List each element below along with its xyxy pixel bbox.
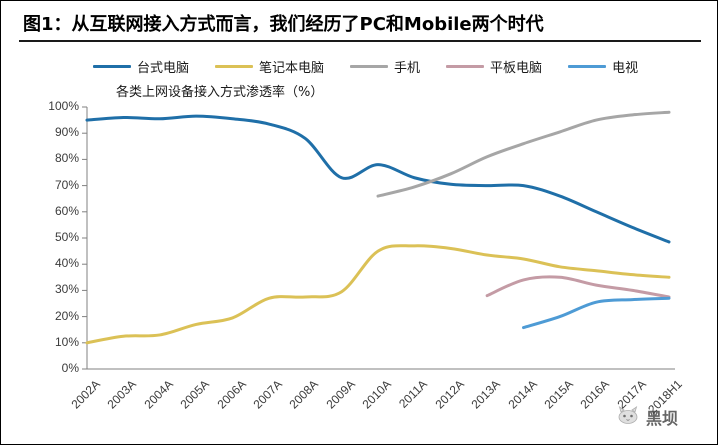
legend-swatch-desktop xyxy=(93,65,131,68)
legend-swatch-tablet xyxy=(446,65,485,68)
series-line-台式电脑 xyxy=(85,114,671,244)
series-line-电视 xyxy=(522,296,671,330)
legend-label-mobile: 手机 xyxy=(394,61,421,76)
legend-swatch-mobile xyxy=(350,65,389,68)
legend-item-tablet[interactable]: 平板电脑 xyxy=(446,57,542,76)
title-bar: 图1：从互联网接入方式而言，我们经历了PC和Mobile两个时代 xyxy=(1,1,718,45)
series-line-平板电脑 xyxy=(485,275,671,299)
series-line-笔记本电脑 xyxy=(85,244,671,345)
chart-subtitle: 各类上网设备接入方式渗透率（%） xyxy=(116,85,324,100)
legend-item-laptop[interactable]: 笔记本电脑 xyxy=(215,57,324,76)
legend-item-mobile[interactable]: 手机 xyxy=(350,57,420,76)
watermark-text: 黑坝 xyxy=(646,409,679,428)
legend-label-tablet: 平板电脑 xyxy=(490,61,543,76)
legend-label-laptop: 笔记本电脑 xyxy=(259,61,325,76)
legend-label-tv: 电视 xyxy=(612,61,639,76)
legend-item-tv[interactable]: 电视 xyxy=(568,57,638,76)
legend-label-desktop: 台式电脑 xyxy=(137,61,190,76)
title-divider xyxy=(19,40,701,42)
legend-swatch-laptop xyxy=(215,65,254,68)
legend-swatch-tv xyxy=(568,65,607,68)
legend-item-desktop[interactable]: 台式电脑 xyxy=(93,57,189,76)
cat-face-icon xyxy=(618,406,638,424)
series-line-手机 xyxy=(376,110,671,198)
chart-legend: 台式电脑 笔记本电脑 手机 平板电脑 电视 xyxy=(93,57,664,76)
page-title: 图1：从互联网接入方式而言，我们经历了PC和Mobile两个时代 xyxy=(23,14,544,35)
